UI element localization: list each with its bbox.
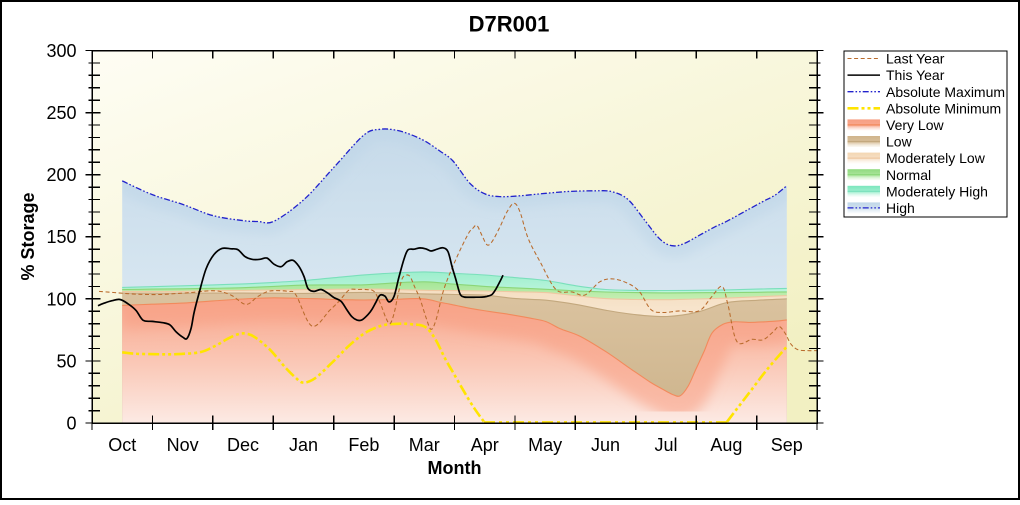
svg-text:50: 50 xyxy=(56,351,76,371)
svg-text:May: May xyxy=(528,435,562,455)
svg-text:150: 150 xyxy=(46,227,76,247)
svg-text:Last Year: Last Year xyxy=(886,51,945,67)
svg-text:Oct: Oct xyxy=(108,435,136,455)
svg-text:Dec: Dec xyxy=(227,435,259,455)
svg-text:Jul: Jul xyxy=(654,435,677,455)
svg-text:300: 300 xyxy=(46,41,76,61)
svg-text:Moderately Low: Moderately Low xyxy=(886,150,986,166)
svg-text:D7R001: D7R001 xyxy=(469,12,550,37)
svg-text:Apr: Apr xyxy=(471,435,499,455)
svg-text:Absolute Maximum: Absolute Maximum xyxy=(886,84,1005,100)
svg-text:Low: Low xyxy=(886,134,913,150)
svg-text:Aug: Aug xyxy=(710,435,742,455)
svg-text:Jan: Jan xyxy=(289,435,318,455)
svg-text:Mar: Mar xyxy=(409,435,440,455)
svg-text:Feb: Feb xyxy=(348,435,379,455)
svg-text:200: 200 xyxy=(46,165,76,185)
svg-text:This Year: This Year xyxy=(886,67,945,83)
svg-text:High: High xyxy=(886,200,915,216)
svg-text:Very Low: Very Low xyxy=(886,117,944,133)
svg-text:Jun: Jun xyxy=(591,435,620,455)
svg-text:Moderately High: Moderately High xyxy=(886,183,988,199)
svg-text:Sep: Sep xyxy=(771,435,803,455)
svg-text:Absolute Minimum: Absolute Minimum xyxy=(886,100,1001,116)
svg-text:100: 100 xyxy=(46,289,76,309)
svg-text:Nov: Nov xyxy=(167,435,199,455)
svg-text:Month: Month xyxy=(428,458,482,478)
svg-text:0: 0 xyxy=(66,414,76,434)
svg-text:Normal: Normal xyxy=(886,167,931,183)
svg-text:250: 250 xyxy=(46,103,76,123)
svg-text:% Storage: % Storage xyxy=(18,192,38,280)
